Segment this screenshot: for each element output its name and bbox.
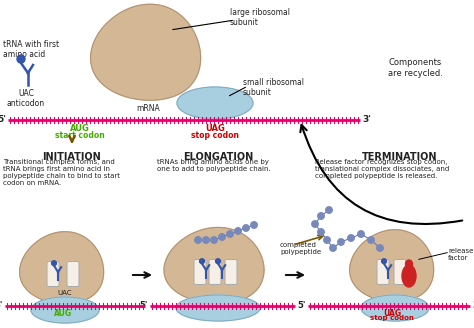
Text: UAG: UAG bbox=[383, 309, 401, 318]
Circle shape bbox=[250, 221, 257, 229]
Ellipse shape bbox=[402, 265, 416, 287]
Text: release
factor: release factor bbox=[448, 248, 474, 261]
Text: UAC
anticodon: UAC anticodon bbox=[7, 89, 45, 108]
Circle shape bbox=[382, 259, 386, 264]
Text: Release factor recognizes stop codon,
translational complex dissociates, and
com: Release factor recognizes stop codon, tr… bbox=[315, 159, 449, 179]
Text: 3': 3' bbox=[472, 301, 474, 311]
Circle shape bbox=[227, 231, 234, 237]
Text: AUG: AUG bbox=[54, 309, 72, 318]
Text: 5': 5' bbox=[0, 301, 3, 311]
Text: stop codon: stop codon bbox=[370, 315, 414, 321]
Text: Components
are recycled.: Components are recycled. bbox=[388, 58, 442, 78]
Text: 5': 5' bbox=[140, 301, 148, 311]
Circle shape bbox=[52, 261, 56, 266]
Text: UAG: UAG bbox=[205, 124, 225, 133]
Text: start codon: start codon bbox=[55, 131, 105, 140]
FancyBboxPatch shape bbox=[394, 259, 406, 284]
Circle shape bbox=[235, 228, 241, 235]
FancyBboxPatch shape bbox=[209, 259, 221, 284]
Circle shape bbox=[323, 236, 330, 243]
Circle shape bbox=[318, 213, 325, 219]
Polygon shape bbox=[350, 230, 434, 302]
FancyArrowPatch shape bbox=[301, 125, 462, 224]
Text: completed
polypeptide: completed polypeptide bbox=[280, 242, 321, 255]
Circle shape bbox=[337, 238, 345, 245]
Text: 3': 3' bbox=[362, 115, 371, 125]
Circle shape bbox=[17, 55, 25, 63]
Circle shape bbox=[367, 236, 374, 243]
Text: TERMINATION: TERMINATION bbox=[362, 152, 438, 162]
Ellipse shape bbox=[176, 295, 260, 321]
Circle shape bbox=[194, 236, 201, 243]
Text: tRNAs bring amino acids one by
one to add to polypeptide chain.: tRNAs bring amino acids one by one to ad… bbox=[157, 159, 271, 172]
Ellipse shape bbox=[405, 260, 412, 268]
Circle shape bbox=[200, 259, 204, 264]
FancyBboxPatch shape bbox=[377, 259, 389, 284]
Text: 5': 5' bbox=[298, 301, 306, 311]
Text: tRNA with first
amino acid: tRNA with first amino acid bbox=[3, 40, 59, 59]
Text: mRNA: mRNA bbox=[136, 104, 160, 113]
FancyBboxPatch shape bbox=[47, 261, 59, 286]
Text: ELONGATION: ELONGATION bbox=[183, 152, 253, 162]
Circle shape bbox=[329, 244, 337, 252]
Circle shape bbox=[243, 224, 249, 232]
Circle shape bbox=[216, 259, 220, 264]
Text: AUG: AUG bbox=[70, 124, 90, 133]
Text: 5': 5' bbox=[0, 115, 6, 125]
Ellipse shape bbox=[31, 297, 99, 323]
Circle shape bbox=[318, 229, 325, 236]
Polygon shape bbox=[164, 227, 264, 303]
Circle shape bbox=[376, 244, 383, 252]
Polygon shape bbox=[19, 232, 104, 304]
FancyBboxPatch shape bbox=[67, 261, 79, 286]
Text: Transitional complex forms, and
tRNA brings first amino acid in
polypeptide chai: Transitional complex forms, and tRNA bri… bbox=[3, 159, 120, 186]
Text: UAC: UAC bbox=[58, 290, 72, 296]
Circle shape bbox=[326, 207, 332, 214]
Circle shape bbox=[210, 236, 218, 243]
Ellipse shape bbox=[177, 87, 253, 119]
Text: small ribosomal
subunit: small ribosomal subunit bbox=[243, 78, 304, 97]
Circle shape bbox=[347, 235, 355, 241]
Circle shape bbox=[202, 236, 210, 243]
Ellipse shape bbox=[361, 295, 429, 321]
Circle shape bbox=[357, 231, 365, 237]
FancyBboxPatch shape bbox=[225, 259, 237, 284]
Text: INITIATION: INITIATION bbox=[43, 152, 101, 162]
Circle shape bbox=[311, 220, 319, 228]
Text: large ribosomal
subunit: large ribosomal subunit bbox=[230, 8, 290, 28]
Circle shape bbox=[219, 234, 226, 240]
Text: stop codon: stop codon bbox=[191, 131, 239, 140]
FancyBboxPatch shape bbox=[194, 259, 206, 284]
Polygon shape bbox=[91, 4, 201, 100]
